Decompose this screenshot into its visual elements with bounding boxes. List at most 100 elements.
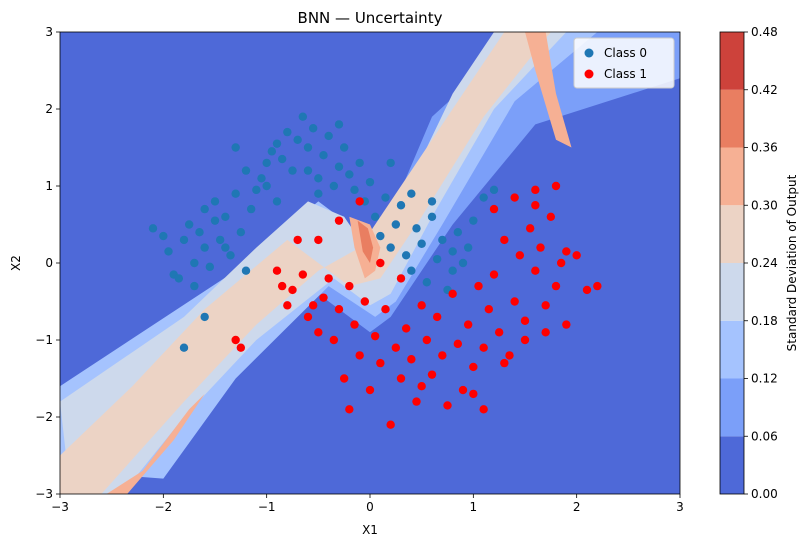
point-class0-55	[422, 278, 432, 287]
point-class0-31	[298, 112, 308, 121]
point-class0-27	[277, 154, 287, 164]
point-class1-64	[489, 204, 499, 214]
point-class1-15	[345, 281, 354, 291]
point-class1-79	[479, 405, 488, 414]
y-tick-label: 1	[45, 179, 53, 193]
point-class0-18	[231, 189, 240, 198]
point-class0-11	[200, 243, 209, 252]
colorbar-tick-label: 0.24	[751, 256, 778, 270]
point-class1-30	[422, 335, 432, 345]
point-class1-14	[339, 374, 349, 383]
point-class0-36	[324, 131, 333, 141]
point-class0-6	[184, 220, 194, 229]
point-class1-21	[376, 358, 385, 368]
point-class1-58	[572, 251, 581, 260]
point-class1-55	[551, 281, 561, 291]
colorbar-tick-label: 0.42	[751, 83, 778, 97]
point-class0-41	[350, 185, 359, 195]
point-class1-54	[546, 212, 556, 221]
point-class0-22	[252, 185, 261, 195]
point-class1-65	[531, 201, 540, 210]
point-class1-76	[520, 335, 530, 345]
point-class1-70	[396, 274, 406, 283]
point-class1-33	[438, 351, 447, 360]
point-class1-13	[334, 305, 344, 314]
x-tick-label: 0	[366, 500, 374, 514]
point-class1-25	[396, 374, 406, 383]
point-class0-64	[469, 216, 478, 225]
point-class1-28	[412, 397, 421, 406]
point-class0-35	[319, 151, 328, 160]
point-class1-61	[551, 181, 561, 191]
point-class0-32	[303, 143, 313, 152]
contour-region-3	[60, 32, 551, 494]
point-class1-60	[593, 281, 602, 291]
point-class0-78	[407, 189, 416, 198]
point-class0-34	[314, 174, 323, 183]
point-class1-6	[298, 270, 308, 279]
point-class0-39	[339, 143, 349, 152]
point-class1-5	[293, 235, 302, 245]
y-tick-label: −2	[35, 410, 53, 424]
point-class1-73	[417, 382, 426, 391]
point-class1-67	[334, 216, 344, 225]
contour-region-7	[357, 220, 374, 263]
colorbar-tick-label: 0.18	[751, 314, 778, 328]
legend-marker-0	[584, 48, 594, 58]
x-tick-label: −2	[154, 500, 172, 514]
point-class1-18	[360, 297, 370, 306]
point-class0-70	[262, 181, 271, 191]
point-class1-46	[505, 351, 514, 360]
colorbar-tick-label: 0.00	[751, 487, 778, 501]
point-class0-53	[412, 224, 421, 233]
point-class1-7	[303, 312, 313, 322]
point-class1-17	[355, 351, 364, 360]
point-class0-25	[267, 147, 277, 156]
point-class0-74	[241, 266, 251, 275]
point-class0-77	[386, 158, 395, 168]
point-class1-2	[272, 266, 282, 275]
colorbar-band-3	[720, 263, 744, 321]
point-class0-5	[179, 235, 189, 245]
point-class0-9	[195, 228, 204, 237]
y-axis-label: X2	[9, 255, 23, 271]
point-class0-4	[174, 274, 184, 283]
point-class1-50	[525, 224, 535, 233]
point-class1-44	[494, 328, 504, 337]
point-class1-56	[556, 258, 566, 268]
point-class1-53	[541, 301, 550, 310]
contour-region-4	[106, 393, 205, 494]
x-tick-label: −1	[258, 500, 276, 514]
colorbar-band-4	[720, 205, 744, 263]
point-class1-39	[469, 362, 478, 372]
point-class0-37	[329, 181, 339, 191]
x-tick-label: 1	[470, 500, 478, 514]
point-class0-52	[407, 266, 416, 275]
point-class1-48	[515, 251, 525, 260]
point-class1-74	[469, 389, 478, 399]
y-tick-label: 0	[45, 256, 53, 270]
point-class0-54	[417, 239, 426, 248]
point-class0-60	[448, 247, 457, 256]
point-class1-12	[329, 335, 339, 345]
colorbar-tick-label: 0.36	[751, 141, 778, 155]
contour-region-5	[525, 32, 572, 148]
point-class1-78	[562, 320, 571, 329]
colorbar: 0.00 0.06 0.12 0.18 0.24 0.30 0.36 0.42 0.48	[719, 25, 778, 501]
point-class1-45	[500, 235, 509, 245]
point-class0-19	[236, 228, 246, 237]
colorbar-band-1	[720, 378, 744, 437]
y-tick-label: 2	[45, 102, 53, 116]
legend-box	[573, 37, 675, 89]
point-class0-15	[215, 235, 225, 245]
point-class0-51	[401, 251, 411, 260]
point-class1-51	[531, 266, 540, 275]
point-class1-62	[531, 185, 540, 195]
legend: Class 0 Class 1	[573, 37, 675, 89]
colorbar-tick-label: 0.48	[751, 25, 778, 39]
point-class0-23	[257, 174, 266, 183]
point-class1-77	[541, 328, 550, 337]
point-class1-36	[453, 339, 463, 349]
point-class1-42	[484, 305, 494, 314]
